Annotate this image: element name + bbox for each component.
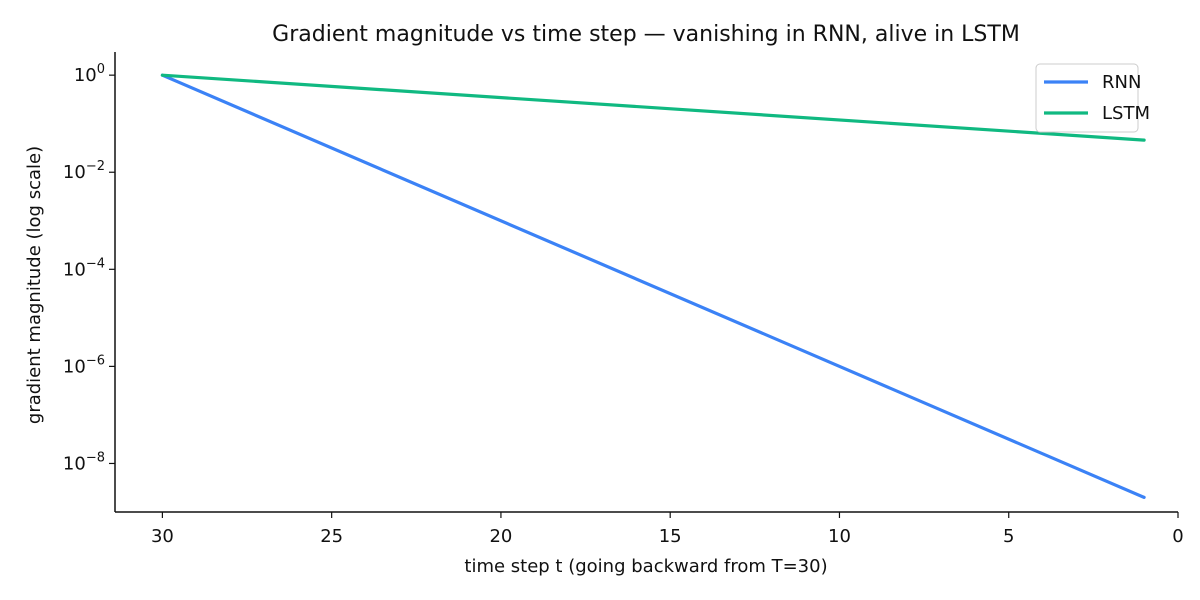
legend-label-rnn: RNN — [1102, 72, 1141, 93]
x-tick-label: 15 — [659, 526, 682, 547]
legend-label-lstm: LSTM — [1102, 103, 1150, 124]
x-tick-label: 20 — [489, 526, 512, 547]
x-axis-label: time step t (going backward from T=30) — [464, 556, 827, 577]
chart-title: Gradient magnitude vs time step — vanish… — [272, 22, 1020, 47]
y-tick-base: 10 — [63, 259, 86, 280]
series-lines — [160, 73, 1146, 499]
y-tick-base: 10 — [63, 162, 86, 183]
x-tick-label: 30 — [151, 526, 174, 547]
x-tick-label: 5 — [1003, 526, 1014, 547]
y-tick-base: 10 — [63, 356, 86, 377]
series-line-lstm — [160, 73, 1146, 142]
x-tick-label: 10 — [828, 526, 851, 547]
y-tick-label: 10−2 — [63, 159, 105, 183]
y-tick-exponent: 0 — [97, 62, 105, 77]
x-tick-label: 0 — [1172, 526, 1183, 547]
x-tick-label: 25 — [320, 526, 343, 547]
y-tick-label: 100 — [74, 62, 105, 86]
series-line-rnn — [160, 73, 1146, 499]
y-tick-exponent: −4 — [86, 256, 105, 271]
legend: RNN LSTM — [1035, 63, 1150, 133]
axes-spines — [114, 52, 1178, 513]
y-tick-label: 10−8 — [63, 450, 105, 474]
y-tick-label: 10−4 — [63, 256, 105, 280]
x-ticks: 30 25 20 15 10 5 0 — [151, 512, 1184, 547]
y-tick-exponent: −6 — [86, 353, 105, 368]
y-tick-exponent: −2 — [86, 159, 105, 174]
y-tick-exponent: −8 — [86, 450, 105, 465]
y-axis-label: gradient magnitude (log scale) — [24, 146, 45, 424]
y-tick-base: 10 — [63, 453, 86, 474]
y-tick-base: 10 — [74, 65, 97, 86]
y-tick-label: 10−6 — [63, 353, 105, 377]
